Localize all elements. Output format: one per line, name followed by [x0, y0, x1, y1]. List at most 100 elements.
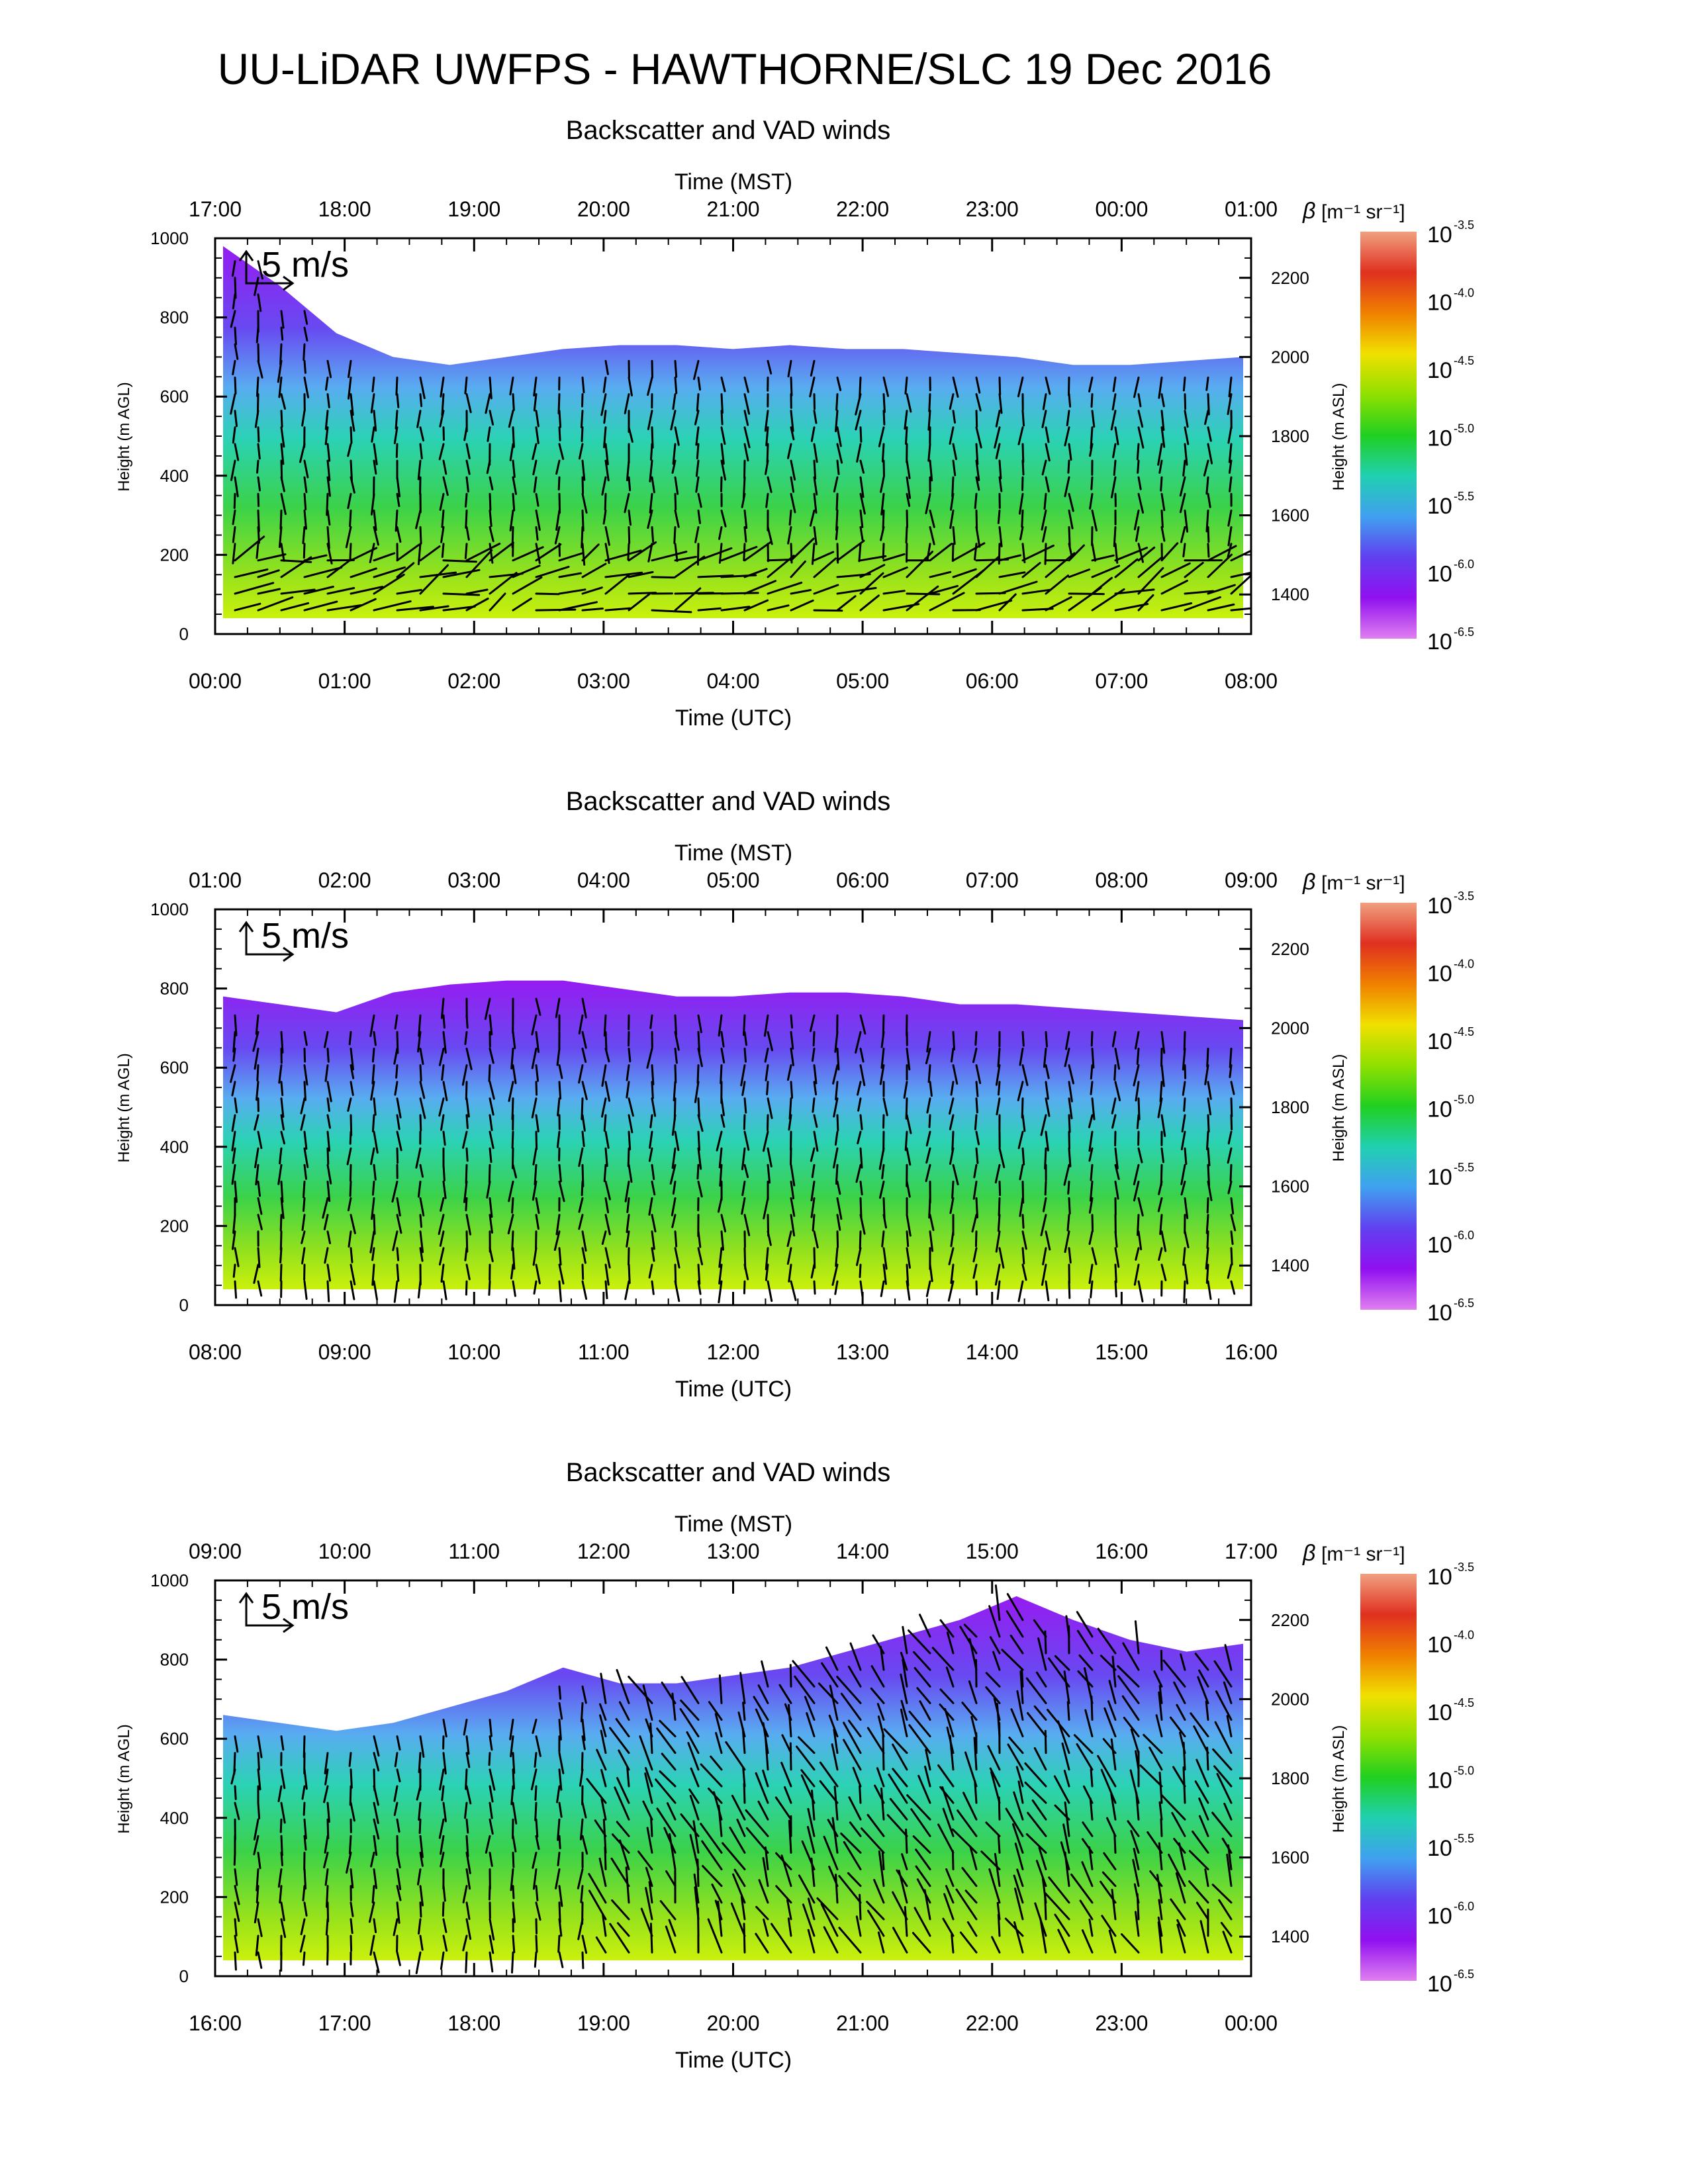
wind-vector — [975, 526, 981, 548]
wind-vector — [790, 377, 793, 396]
wind-vector — [810, 1197, 816, 1218]
wind-vector — [790, 1197, 796, 1217]
colorbar-tick-exponent: -4.0 — [1454, 958, 1474, 971]
wind-vector — [1091, 410, 1096, 428]
wind-vector — [532, 443, 538, 461]
wind-vector — [942, 1917, 955, 1937]
wind-vector — [725, 1741, 746, 1771]
x-tick-label-top: 16:00 — [1095, 1539, 1148, 1563]
wind-vector — [600, 1768, 607, 1788]
wind-vector — [743, 393, 751, 415]
x-tick-label-top: 23:00 — [966, 197, 1019, 221]
wind-vector — [326, 1280, 330, 1302]
wind-vector — [926, 543, 931, 561]
wind-vector — [462, 1885, 468, 1904]
wind-vector — [1180, 1180, 1186, 1196]
wind-vector — [419, 1835, 424, 1858]
wind-vector — [512, 1818, 514, 1839]
wind-vector — [303, 1147, 309, 1168]
wind-vector — [489, 1768, 496, 1791]
wind-vector — [626, 1214, 630, 1234]
wind-vector — [722, 1842, 746, 1870]
wind-vector — [859, 1893, 862, 1921]
wind-vector — [651, 526, 655, 543]
wind-vector — [904, 1906, 908, 1937]
colorbar-tick-exponent: -3.5 — [1454, 889, 1474, 903]
wind-vector — [326, 492, 329, 516]
wind-vector — [1084, 1667, 1094, 1704]
wind-vector — [1103, 1707, 1117, 1738]
colorbar-tick-exponent: -6.0 — [1454, 558, 1474, 571]
wind-vector — [861, 1827, 885, 1854]
wind-vector — [371, 1263, 375, 1286]
wind-vector — [558, 1719, 562, 1741]
wind-vector — [231, 1130, 236, 1152]
wind-vector — [512, 426, 515, 448]
colorbar-tick-exponent: -4.5 — [1454, 1025, 1474, 1038]
wind-vector — [876, 1703, 885, 1721]
wind-vector — [1082, 1785, 1094, 1804]
wind-vector — [975, 410, 978, 428]
wind-vector — [1033, 1747, 1047, 1771]
wind-vector — [1114, 1247, 1120, 1268]
wind-vector — [813, 557, 837, 578]
wind-vector — [510, 1263, 514, 1280]
wind-vector — [834, 1130, 839, 1146]
wind-vector — [665, 1925, 677, 1954]
wind-vector — [836, 459, 840, 475]
wind-vector — [234, 1735, 239, 1753]
wind-vector — [373, 1030, 377, 1046]
wind-vector — [512, 393, 515, 412]
wind-vector — [937, 1823, 955, 1854]
wind-vector — [489, 1951, 494, 1973]
wind-vector — [257, 569, 280, 578]
wind-vector — [581, 1114, 586, 1132]
wind-vector — [1038, 1846, 1047, 1870]
wind-scale-arrow-head-up — [238, 1592, 254, 1604]
wind-vector — [1214, 1721, 1233, 1754]
wind-vector — [416, 410, 422, 428]
wind-vector — [1159, 1081, 1163, 1103]
wind-vector — [1160, 492, 1166, 512]
wind-vector — [535, 1934, 538, 1953]
wind-vector — [1068, 1130, 1070, 1150]
wind-vector — [254, 1147, 259, 1169]
wind-vector — [952, 568, 977, 578]
wind-vector — [442, 559, 477, 563]
wind-vector — [534, 1163, 538, 1186]
wind-vector — [535, 1901, 541, 1921]
wind-vector — [555, 1868, 561, 1889]
wind-vector — [1134, 1620, 1140, 1655]
wind-vector — [628, 1097, 634, 1117]
wind-vector — [628, 1263, 631, 1285]
wind-vector — [1137, 1197, 1144, 1217]
wind-vector — [508, 1180, 514, 1203]
colorbar-tick-base: 10 — [1427, 562, 1452, 587]
wind-vector — [609, 1923, 630, 1954]
wind-vector — [906, 1214, 912, 1237]
wind-scale-label: 5 m/s — [261, 245, 349, 285]
wind-vector — [257, 509, 260, 533]
wind-vector — [651, 1064, 655, 1085]
wind-vector — [1197, 1676, 1209, 1704]
wind-vector — [232, 526, 236, 543]
wind-vector — [393, 1801, 399, 1816]
y-tick-label-left: 0 — [179, 624, 189, 644]
wind-vector — [326, 1114, 331, 1129]
wind-vector — [510, 1785, 514, 1805]
wind-vector — [649, 459, 653, 482]
wind-vector — [604, 1130, 610, 1149]
wind-vector — [1226, 1715, 1233, 1738]
wind-vector — [823, 1835, 839, 1870]
wind-vector — [989, 1636, 1001, 1655]
y-tick-label-right: 1400 — [1271, 1255, 1309, 1275]
wind-vector — [790, 459, 796, 481]
wind-vector — [417, 1180, 422, 1198]
wind-vector — [1061, 1742, 1070, 1771]
wind-vector — [765, 1064, 769, 1081]
wind-vector — [628, 1676, 653, 1704]
backscatter-field — [223, 1596, 1243, 1961]
wind-vector — [419, 1097, 426, 1119]
wind-vector — [882, 1097, 888, 1116]
wind-vector — [373, 1868, 377, 1889]
